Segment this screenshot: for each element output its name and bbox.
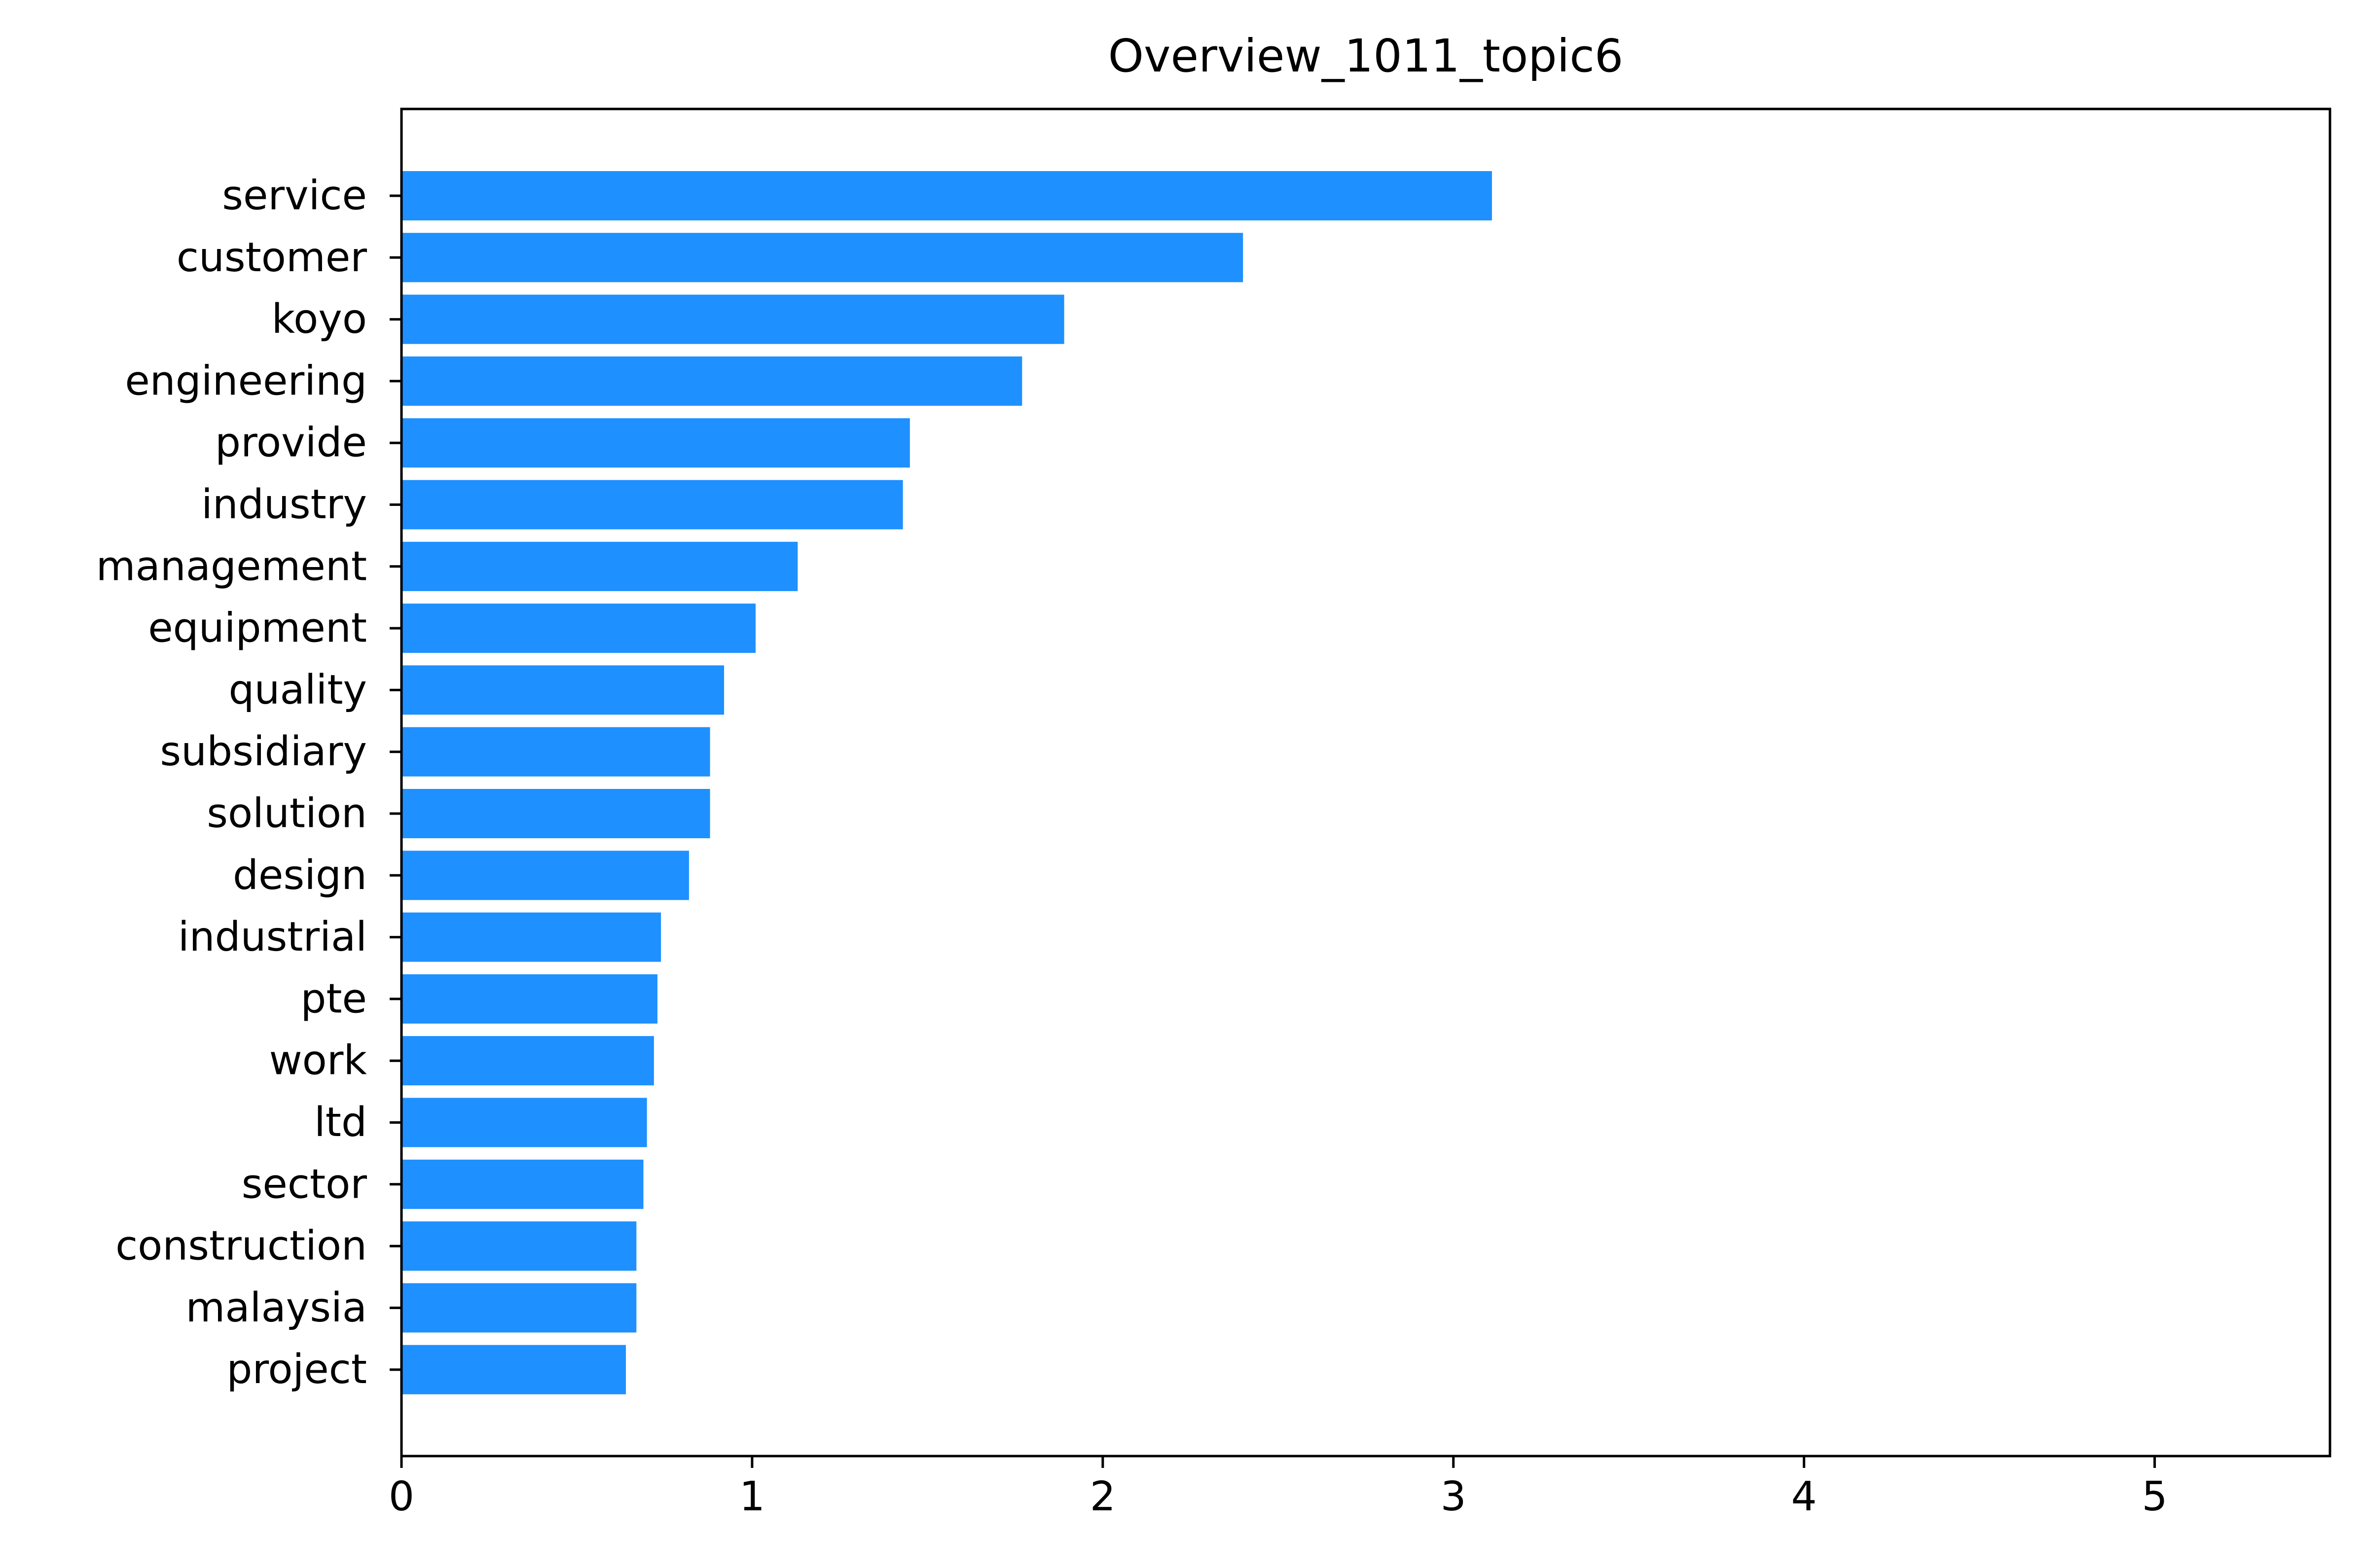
bar-subsidiary [401, 727, 710, 777]
bar-ltd [401, 1098, 647, 1147]
bar-engineering [401, 356, 1022, 406]
y-tick-label: ltd [314, 1099, 367, 1146]
bar-provide [401, 418, 910, 468]
bar-sector [401, 1159, 644, 1209]
y-tick-label: engineering [125, 357, 367, 404]
y-tick-label: pte [300, 975, 367, 1022]
x-tick-label: 2 [1090, 1473, 1116, 1520]
bar-industrial [401, 912, 661, 962]
x-tick-label: 0 [389, 1473, 414, 1520]
bar-construction [401, 1221, 637, 1271]
x-tick-label: 3 [1441, 1473, 1466, 1520]
bar-solution [401, 789, 710, 838]
bar-malaysia [401, 1283, 637, 1333]
bar-customer [401, 233, 1243, 283]
y-tick-label: project [226, 1346, 367, 1393]
bar-service [401, 171, 1492, 220]
bar-design [401, 851, 689, 900]
bar-project [401, 1345, 626, 1394]
y-tick-label: provide [215, 420, 367, 466]
y-tick-label: industry [201, 481, 367, 528]
bar-work [401, 1036, 654, 1086]
plot-area-frame [400, 107, 2331, 1458]
y-tick-label: koyo [272, 296, 367, 343]
y-tick-label: equipment [148, 605, 367, 652]
bar-management [401, 541, 798, 591]
y-tick-label: work [269, 1037, 367, 1084]
y-tick-label: service [222, 173, 367, 219]
x-tick-label: 5 [2142, 1473, 2167, 1520]
y-tick-label: customer [177, 234, 367, 281]
y-tick-label: quality [228, 667, 367, 713]
y-tick-label: construction [115, 1223, 367, 1270]
bar-pte [401, 974, 657, 1024]
x-tick-label: 4 [1791, 1473, 1817, 1520]
bar-equipment [401, 604, 756, 653]
y-tick-label: malaysia [186, 1284, 367, 1331]
x-axis: 0 1 2 3 4 5 [389, 1456, 2168, 1520]
bar-koyo [401, 294, 1064, 344]
bar-industry [401, 480, 903, 530]
y-tick-label: solution [207, 790, 367, 837]
chart-title: Overview_1011_topic6 [1108, 30, 1624, 82]
y-tick-label: sector [242, 1161, 367, 1208]
y-tick-label: subsidiary [160, 728, 367, 775]
y-axis: service customer koyo engineering provide ind… [96, 173, 401, 1393]
y-tick-label: industrial [178, 914, 367, 961]
y-tick-label: management [96, 543, 367, 590]
bar-quality [401, 665, 725, 715]
x-tick-label: 1 [739, 1473, 765, 1520]
y-tick-label: design [233, 852, 367, 899]
bars-layer [401, 171, 1492, 1394]
